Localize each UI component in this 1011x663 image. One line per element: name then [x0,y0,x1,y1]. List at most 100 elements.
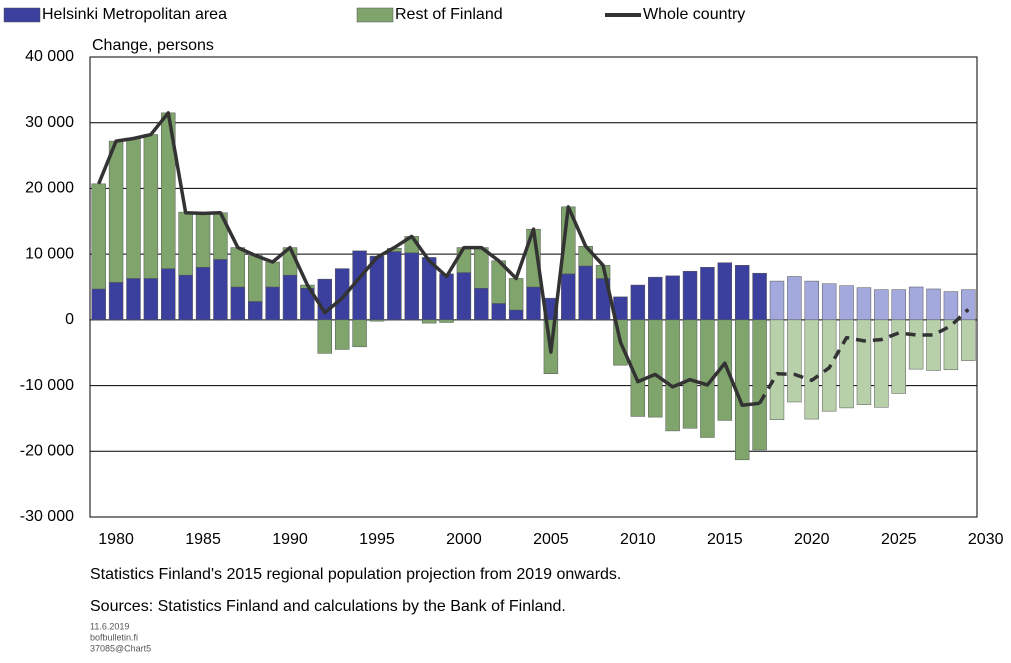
bar [230,247,246,288]
x-tick-label: 1995 [359,531,395,548]
bar [804,319,819,420]
bar [404,252,419,321]
legend-swatch [3,7,41,23]
bar [91,288,106,321]
x-tick-label: 2030 [968,531,1004,548]
bar [769,319,785,420]
x-tick-label: 1980 [98,531,134,548]
y-tick-label: 20 000 [25,180,74,197]
footer: 11.6.2019 [90,621,129,631]
bar [195,267,211,321]
bar [508,278,524,311]
bar [143,278,159,321]
x-tick-label: 1985 [185,531,221,548]
bar [161,268,176,321]
bar [195,213,211,268]
bar [752,272,767,321]
bar [178,211,193,276]
bar [352,319,367,348]
bar [943,291,959,321]
bar [126,278,141,321]
bar [839,285,854,321]
bar [752,319,767,451]
x-tick-label: 2015 [707,531,743,548]
x-tick-label: 2000 [446,531,482,548]
bar [926,319,941,371]
bar [439,273,454,321]
bar [108,282,124,321]
y-tick-label: 10 000 [25,245,74,262]
bar [874,319,889,408]
legend-label: Helsinki Metropolitan area [42,6,227,23]
y-axis-label: Change, persons [92,37,214,54]
bar [665,319,680,432]
bar [143,134,159,279]
x-tick-label: 2010 [620,531,656,548]
note: Statistics Finland's 2015 regional popul… [90,566,621,583]
bar [821,283,837,321]
bar [491,303,506,321]
bar [126,138,141,279]
bar [248,301,263,321]
bar [961,319,976,361]
bar [456,272,472,321]
bar [856,287,872,321]
legend-label: Whole country [643,6,745,23]
legend-swatch [356,7,394,23]
x-tick-label: 2020 [794,531,830,548]
bar [926,288,941,321]
x-tick-label: 2025 [881,531,917,548]
bar [839,319,854,409]
bar [943,319,959,371]
bar [508,309,524,321]
legend-label: Rest of Finland [395,6,503,23]
y-tick-label: 30 000 [25,114,74,131]
bar [908,286,924,321]
bar [891,289,906,321]
y-tick-label: -30 000 [20,508,74,525]
bar [561,273,576,321]
bar [178,274,193,321]
bar [856,319,872,405]
bar [787,276,802,321]
bar [439,319,454,323]
bar [317,319,333,354]
bar [474,288,489,321]
bar [108,140,124,283]
bar [213,259,228,321]
bar [526,286,541,321]
bar [265,261,280,288]
bar [230,286,246,321]
bar [769,280,785,321]
bar [874,289,889,321]
bar [734,265,750,321]
bar [648,319,663,418]
x-tick-label: 2005 [533,531,569,548]
footer: 37085@Chart5 [90,643,151,653]
bar [682,270,698,321]
line [758,308,970,405]
bar [682,319,698,429]
bar [700,267,715,321]
bar [648,276,663,321]
x-tick-label: 1990 [272,531,308,548]
line [97,111,760,408]
y-tick-label: -20 000 [20,443,74,460]
bar [961,289,976,321]
bar [265,286,280,321]
bar [804,280,819,321]
bar [665,275,680,321]
bar [334,319,350,350]
bar [891,319,906,394]
y-tick-label: -10 000 [20,377,74,394]
bar [369,319,385,322]
y-tick-label: 0 [65,311,74,328]
bar [717,262,733,321]
footer: bofbulletin.fi [90,632,138,642]
bar [630,284,646,321]
bar [421,319,437,324]
bar [282,274,298,321]
bar [787,319,802,403]
bar [456,247,472,273]
